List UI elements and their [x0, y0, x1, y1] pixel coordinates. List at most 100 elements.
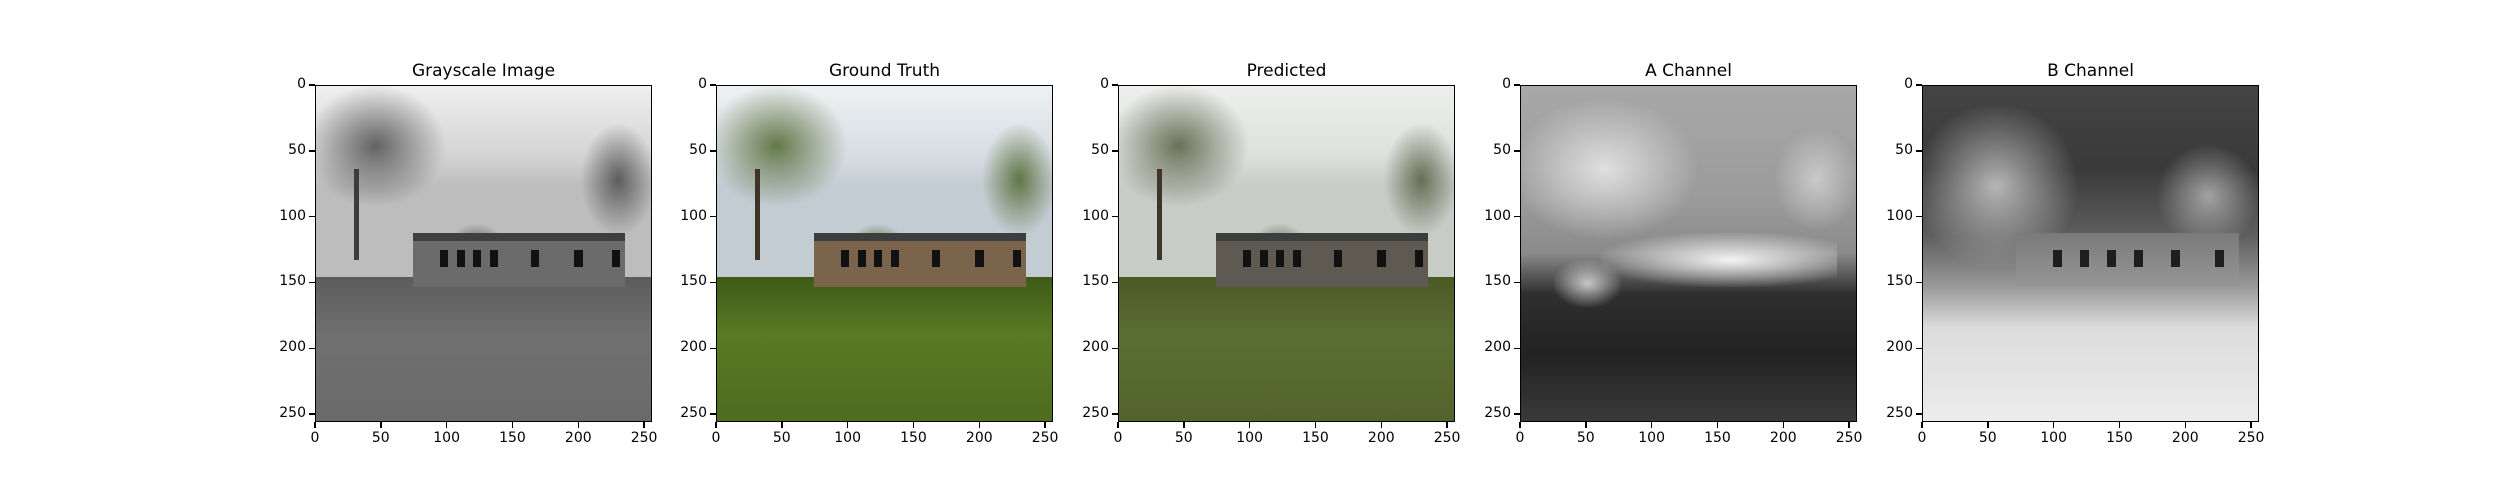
window-mark-5	[2215, 250, 2224, 267]
y-tick-label: 100	[1082, 207, 1109, 224]
x-tick-label: 50	[371, 430, 390, 446]
panel-title: A Channel	[1645, 61, 1732, 81]
x-tick	[1519, 422, 1521, 428]
x-tick	[1117, 422, 1119, 428]
y-tick	[1514, 84, 1520, 86]
y-tick-label: 200	[1484, 339, 1511, 356]
y-tick	[309, 84, 315, 86]
x-tick	[2184, 422, 2187, 428]
y-tick	[710, 281, 716, 284]
y-tick	[710, 215, 716, 218]
house-window-3	[490, 250, 499, 267]
house-window-6	[611, 250, 620, 267]
window-mark-4	[2171, 250, 2181, 267]
y-tick	[1514, 215, 1520, 218]
bush-glow	[1553, 260, 1622, 308]
x-tick-label: 250	[1031, 430, 1059, 446]
house-window-0	[1242, 250, 1251, 267]
y-tick	[1112, 281, 1118, 284]
house-window-5	[975, 250, 984, 267]
x-tick	[1380, 422, 1383, 428]
y-tick	[710, 150, 716, 152]
house-window-3	[891, 250, 900, 267]
y-tick	[710, 413, 716, 415]
house-window-2	[473, 250, 482, 267]
house-shape	[2016, 233, 2239, 288]
y-tick-label: 150	[1484, 273, 1511, 290]
y-tick-label: 100	[279, 207, 306, 224]
y-tick	[1916, 84, 1922, 86]
x-tick-label: 50	[1174, 430, 1193, 446]
x-tick-label: 0	[1113, 430, 1123, 446]
y-tick	[1112, 215, 1118, 218]
tree-trunk	[754, 169, 761, 261]
x-tick-label: 200	[564, 430, 592, 446]
house-window-2	[1276, 250, 1285, 267]
x-tick	[380, 422, 382, 428]
y-tick	[1112, 413, 1118, 415]
x-tick-label: 150	[499, 430, 526, 446]
y-tick-label: 50	[1895, 141, 1913, 158]
y-tick-label: 0	[1502, 76, 1511, 92]
y-tick-label: 0	[698, 76, 707, 92]
x-tick-label: 100	[1638, 430, 1666, 446]
y-tick-label: 50	[689, 141, 707, 158]
y-tick	[1112, 347, 1118, 350]
y-tick-label: 250	[279, 405, 306, 422]
x-tick-label: 150	[2106, 430, 2133, 446]
x-tick	[846, 422, 849, 428]
y-tick	[1514, 347, 1520, 350]
y-tick	[309, 281, 315, 284]
x-tick	[978, 422, 981, 428]
y-tick-label: 0	[1904, 76, 1913, 92]
y-tick-label: 200	[680, 339, 707, 356]
y-tick-label: 250	[680, 405, 707, 422]
y-tick-label: 250	[1484, 405, 1511, 422]
x-tick-label: 250	[1433, 430, 1461, 446]
y-tick	[1112, 84, 1118, 86]
x-tick	[445, 422, 448, 428]
y-tick	[710, 84, 716, 86]
x-tick	[1248, 422, 1251, 428]
x-tick-label: 250	[1835, 430, 1863, 446]
house-roofline	[1215, 233, 1429, 242]
x-tick	[643, 422, 645, 428]
y-tick	[309, 215, 315, 218]
x-tick-label: 200	[965, 430, 993, 446]
y-tick	[309, 413, 315, 415]
y-tick-label: 0	[297, 76, 306, 92]
x-tick-label: 150	[1704, 430, 1731, 446]
x-tick-label: 0	[1917, 430, 1927, 446]
y-tick-label: 150	[279, 273, 306, 290]
x-tick	[1044, 422, 1046, 428]
x-tick-label: 0	[1515, 430, 1525, 446]
y-tick	[1916, 281, 1922, 284]
x-tick	[511, 422, 514, 428]
y-tick-label: 100	[1886, 207, 1913, 224]
y-tick-label: 50	[1493, 141, 1511, 158]
panel-image	[1922, 85, 2259, 422]
house-window-5	[1377, 250, 1386, 267]
y-tick	[1514, 281, 1520, 284]
x-tick-label: 50	[1576, 430, 1595, 446]
x-tick	[912, 422, 915, 428]
panel-title: Grayscale Image	[411, 61, 556, 81]
tree-trunk	[1156, 169, 1163, 261]
panel-image	[1118, 85, 1455, 422]
y-tick	[1916, 215, 1922, 218]
x-tick-label: 150	[1302, 430, 1329, 446]
panel-title: Predicted	[1246, 61, 1327, 81]
house-roofline	[813, 233, 1027, 242]
x-tick	[1987, 422, 1989, 428]
y-tick-label: 200	[1082, 339, 1109, 356]
x-tick	[1782, 422, 1785, 428]
y-tick-label: 100	[680, 207, 707, 224]
house-window-6	[1414, 250, 1423, 267]
house-window-4	[1333, 250, 1342, 267]
y-tick-label: 100	[1484, 207, 1511, 224]
y-tick-label: 0	[1100, 76, 1109, 92]
house-wall	[412, 236, 626, 288]
house-window-4	[931, 250, 940, 267]
window-mark-3	[2134, 250, 2144, 267]
